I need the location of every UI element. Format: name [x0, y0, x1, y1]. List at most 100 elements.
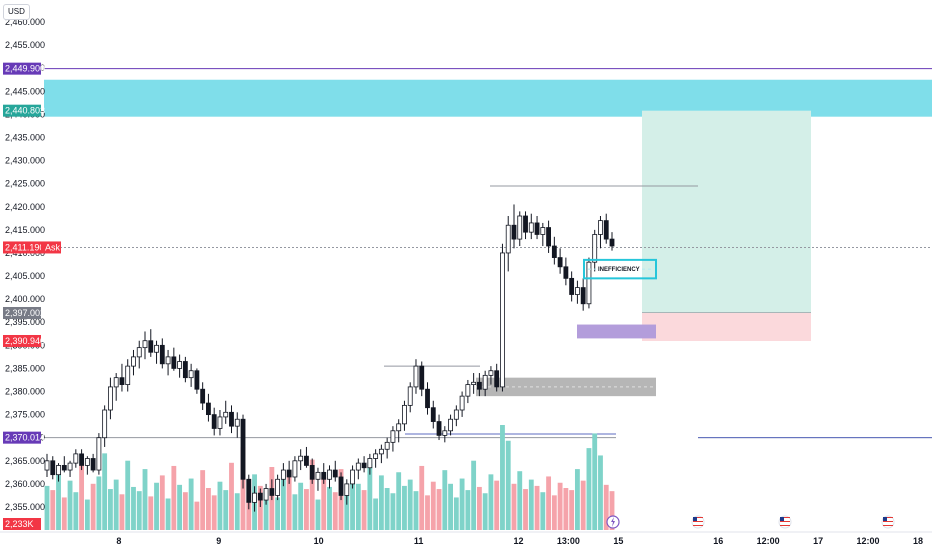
candle-body: [257, 492, 263, 501]
x-tick-label: 12:00: [757, 536, 780, 546]
volume-bar: [182, 492, 188, 530]
candle: [44, 453, 50, 477]
x-tick-label: 9: [216, 536, 221, 546]
candle: [182, 356, 188, 383]
candle: [523, 211, 528, 240]
candle-body: [90, 458, 96, 471]
volume-bar: [482, 493, 488, 530]
x-tick-label: 12: [513, 536, 523, 546]
volume-bar: [73, 492, 79, 530]
volume-bar: [586, 448, 592, 530]
volume-bar: [413, 491, 419, 530]
volume-bar: [234, 493, 240, 530]
candle-body: [332, 469, 338, 478]
candle-body: [425, 388, 430, 409]
candle-body: [557, 257, 563, 268]
candle: [592, 229, 598, 272]
candle: [252, 486, 257, 512]
candle-body: [119, 377, 125, 385]
volume-bar: [217, 481, 223, 530]
volume-bar: [557, 482, 563, 530]
volume-bar: [396, 472, 402, 530]
candle: [332, 460, 338, 482]
candle-body: [500, 252, 505, 388]
y-tick-label: 2,425.000: [5, 179, 45, 189]
candle: [275, 474, 281, 501]
candle: [240, 414, 246, 489]
candle-body: [488, 370, 494, 376]
candle-body: [436, 421, 442, 436]
candle-body: [523, 215, 528, 233]
volume-bar: [304, 489, 309, 530]
price-badge-bg: [3, 431, 41, 444]
candle: [511, 204, 517, 249]
volume-bar: [350, 480, 355, 530]
candle: [223, 400, 229, 424]
candle-body: [378, 448, 384, 455]
candle-body: [476, 381, 482, 390]
candle-body: [390, 430, 396, 443]
volume-bar: [407, 479, 413, 530]
candle: [229, 405, 234, 434]
candle: [102, 405, 108, 447]
candle-body: [263, 488, 269, 501]
candle-body: [396, 423, 402, 432]
candle-body: [592, 234, 598, 263]
volume-bar: [453, 497, 459, 530]
candle: [551, 236, 557, 265]
candle-body: [569, 277, 575, 295]
flag-stripe: [693, 517, 703, 518]
candle-body: [292, 460, 298, 478]
inefficiency-label: INEFFICIENCY: [598, 267, 640, 273]
volume-bar: [419, 465, 425, 530]
lightning-icon: [606, 515, 620, 529]
candle: [263, 483, 269, 505]
candle-body: [511, 224, 517, 240]
candle: [292, 456, 298, 482]
candle-body: [321, 471, 327, 480]
candle: [459, 391, 465, 417]
volume-bar: [488, 474, 494, 530]
candle: [67, 460, 73, 477]
take-profit-zone: [642, 110, 811, 313]
candle: [125, 359, 131, 392]
volume-bar: [540, 492, 546, 530]
candle-body: [206, 402, 211, 416]
candle: [159, 338, 165, 369]
volume-bar: [574, 469, 580, 530]
price-badge-bg: [3, 62, 41, 75]
candle: [309, 458, 315, 484]
x-axis[interactable]: 8 9 10 11 12 13:00 15 16 12:00 17 12:00 18: [0, 515, 932, 546]
candle: [574, 280, 580, 304]
flag-stripe: [693, 523, 703, 524]
candle-body: [609, 238, 615, 247]
candle-body: [453, 409, 459, 420]
candle-body: [73, 453, 79, 464]
volume-bar: [505, 440, 511, 530]
candle-body: [355, 462, 361, 471]
candle-body: [269, 488, 275, 496]
volume-bar: [321, 477, 327, 530]
x-tick-label: 18: [913, 536, 923, 546]
candle-body: [465, 384, 471, 397]
candle-body: [148, 340, 154, 353]
candle: [442, 426, 448, 443]
currency-label[interactable]: USD: [3, 4, 30, 20]
candle: [154, 340, 159, 364]
flag-stripe: [693, 519, 703, 520]
candle-body: [384, 441, 390, 450]
volume-bar: [476, 486, 482, 530]
price-badge: 2,370.014: [3, 431, 45, 444]
candle-body: [240, 418, 246, 480]
candle-body: [407, 386, 413, 406]
y-tick-label: 2,455.000: [5, 40, 45, 50]
volume-bar: [592, 433, 598, 530]
lines-layer: [44, 68, 932, 439]
flag-stripe: [693, 521, 703, 522]
candle: [344, 479, 350, 505]
volume-bar: [142, 469, 148, 530]
candle: [280, 463, 286, 487]
volume-bar: [355, 483, 361, 530]
price-badge-label: 2,449.900: [5, 64, 45, 74]
